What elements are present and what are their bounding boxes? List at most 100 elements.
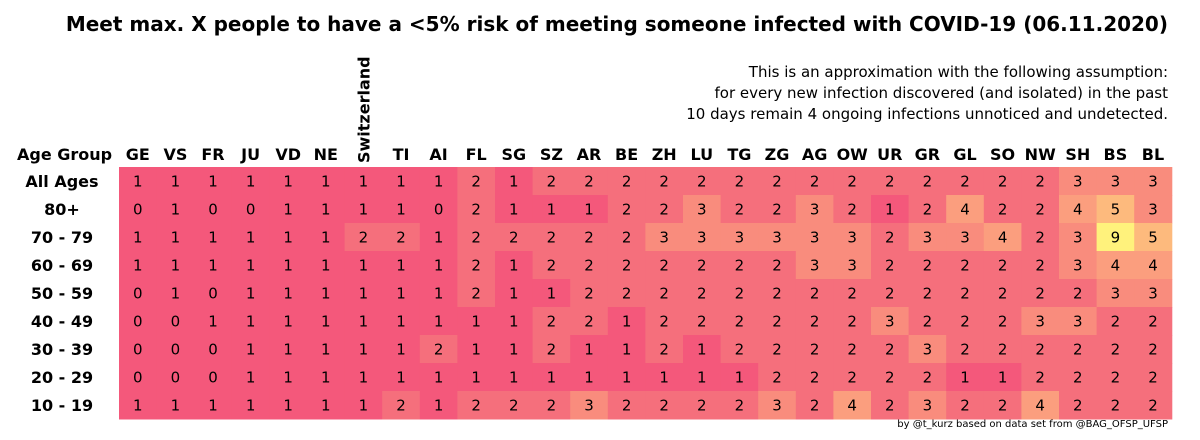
cell-value-label: 1 — [321, 341, 331, 359]
cell-value-label: 2 — [885, 229, 895, 247]
heatmap-cell — [419, 167, 458, 196]
heatmap-cell — [1096, 195, 1135, 224]
heatmap-cell — [269, 223, 308, 252]
column-label: FL — [466, 145, 487, 164]
cell-value-label: 2 — [960, 285, 970, 303]
cell-value-label: 1 — [434, 313, 444, 331]
heatmap-cell — [946, 363, 985, 392]
cell-value-label: 2 — [697, 285, 707, 303]
cell-value-label: 1 — [434, 229, 444, 247]
heatmap-cell — [269, 363, 308, 392]
cell-value-label: 2 — [434, 341, 444, 359]
heatmap-cell — [532, 363, 571, 392]
cell-value-label: 2 — [847, 173, 857, 191]
cell-value-label: 0 — [133, 285, 143, 303]
heatmap-cell — [908, 391, 947, 420]
column-label: BL — [1142, 145, 1164, 164]
heatmap-cell — [645, 279, 684, 308]
heatmap-cell — [344, 391, 383, 420]
heatmap-cell — [419, 307, 458, 336]
cell-value-label: 3 — [1035, 313, 1045, 331]
heatmap-cell — [607, 167, 646, 196]
cell-value-label: 1 — [359, 285, 369, 303]
cell-value-label: 9 — [1111, 229, 1121, 247]
heatmap-cell — [645, 167, 684, 196]
heatmap-cell — [457, 279, 496, 308]
cell-value-label: 3 — [1111, 285, 1121, 303]
heatmap-cell — [908, 279, 947, 308]
heatmap-cell — [946, 195, 985, 224]
heatmap-cell — [457, 223, 496, 252]
heatmap-cell — [457, 391, 496, 420]
cell-value-label: 1 — [998, 369, 1008, 387]
heatmap-cell — [758, 223, 797, 252]
heatmap-cell — [344, 307, 383, 336]
cell-value-label: 1 — [509, 257, 519, 275]
heatmap-cell — [570, 363, 609, 392]
heatmap-cell — [495, 391, 534, 420]
cell-value-label: 3 — [1111, 173, 1121, 191]
heatmap-cell — [570, 251, 609, 280]
cell-value-label: 0 — [434, 201, 444, 219]
cell-value-label: 1 — [246, 257, 256, 275]
cell-value-label: 2 — [998, 173, 1008, 191]
cell-value-label: 1 — [547, 369, 557, 387]
heatmap-cell — [194, 335, 233, 364]
heatmap-cell — [1021, 223, 1060, 252]
heatmap-cell — [683, 279, 722, 308]
cell-value-label: 2 — [772, 201, 782, 219]
cell-value-label: 0 — [246, 201, 256, 219]
column-label: TI — [393, 145, 410, 164]
cell-value-label: 1 — [960, 369, 970, 387]
heatmap-cell — [833, 195, 872, 224]
cell-value-label: 1 — [171, 201, 181, 219]
cell-value-label: 1 — [509, 313, 519, 331]
cell-value-label: 2 — [547, 397, 557, 415]
heatmap-cell — [382, 195, 421, 224]
cell-value-label: 1 — [208, 229, 218, 247]
cell-value-label: 1 — [133, 397, 143, 415]
cell-value-label: 2 — [1073, 341, 1083, 359]
heatmap-cell — [382, 251, 421, 280]
heatmap-cell — [1059, 363, 1098, 392]
column-label: SZ — [540, 145, 563, 164]
heatmap-cell — [720, 251, 759, 280]
heatmap-cell — [570, 195, 609, 224]
heatmap-cell — [720, 195, 759, 224]
cell-value-label: 1 — [321, 285, 331, 303]
cell-value-label: 2 — [923, 257, 933, 275]
column-label: BE — [615, 145, 638, 164]
cell-value-label: 2 — [622, 257, 632, 275]
heatmap-cell — [231, 195, 270, 224]
cell-value-label: 1 — [622, 313, 632, 331]
cell-value-label: 2 — [810, 285, 820, 303]
heatmap-cell — [570, 279, 609, 308]
cell-value-label: 2 — [847, 201, 857, 219]
heatmap-cell — [419, 251, 458, 280]
cell-value-label: 2 — [1111, 397, 1121, 415]
cell-value-label: 1 — [584, 341, 594, 359]
heatmap-cell — [908, 251, 947, 280]
cell-value-label: 2 — [1073, 285, 1083, 303]
heatmap-cell — [607, 335, 646, 364]
cell-value-label: 1 — [208, 313, 218, 331]
row-label: All Ages — [25, 172, 98, 191]
cell-value-label: 1 — [246, 397, 256, 415]
cell-value-label: 2 — [1148, 369, 1158, 387]
heatmap-cell — [795, 363, 834, 392]
heatmap-cell — [983, 391, 1022, 420]
cell-value-label: 1 — [509, 341, 519, 359]
heatmap-cell — [231, 167, 270, 196]
cell-value-label: 4 — [960, 201, 970, 219]
cell-value-label: 2 — [960, 257, 970, 275]
heatmap-cell — [307, 391, 346, 420]
cell-value-label: 2 — [885, 173, 895, 191]
cell-value-label: 1 — [246, 173, 256, 191]
heatmap-cell — [607, 391, 646, 420]
cell-value-label: 4 — [1148, 257, 1158, 275]
cell-value-label: 3 — [697, 229, 707, 247]
heatmap-cell — [119, 167, 158, 196]
heatmap-cell — [795, 223, 834, 252]
cell-value-label: 1 — [434, 173, 444, 191]
cell-value-label: 2 — [659, 313, 669, 331]
